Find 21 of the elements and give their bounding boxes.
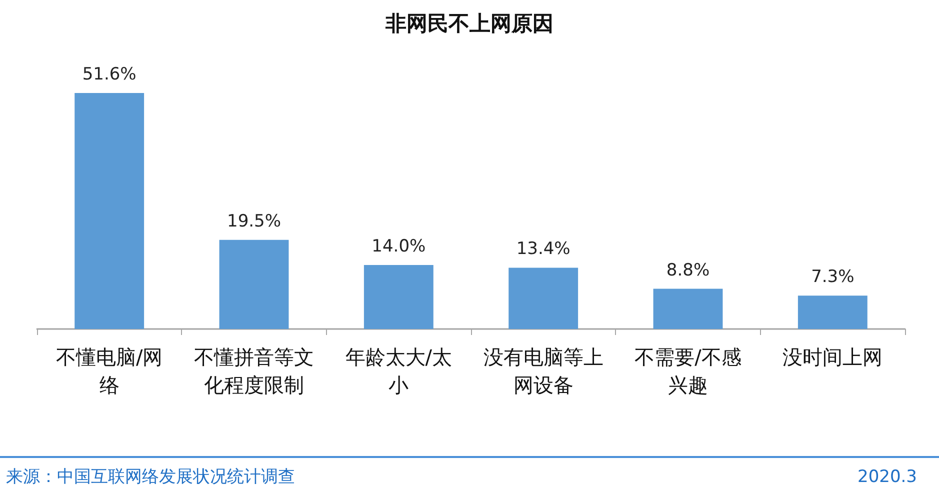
data-label: 7.3% <box>811 267 854 288</box>
bar <box>74 93 144 329</box>
bar <box>798 296 868 329</box>
bar <box>219 240 289 329</box>
source-note: 来源：中国互联网络发展状况统计调查 <box>6 466 295 488</box>
bar <box>364 264 434 329</box>
data-label: 19.5% <box>226 211 282 232</box>
x-tick-label: 不懂电脑/网络 <box>56 345 163 397</box>
text: 2020.3 <box>858 466 917 488</box>
x-tick-label: 不需要/不感兴趣 <box>634 345 742 397</box>
bar <box>653 288 723 329</box>
chart-title: 非网民不上网原因 <box>384 12 554 36</box>
x-tick-label: 没时间上网 <box>782 345 883 369</box>
data-label: 51.6% <box>82 64 136 84</box>
data-label: 14.0% <box>372 236 426 256</box>
x-tick-label: 年龄太大/太小 <box>345 345 452 397</box>
data-label: 13.4% <box>516 239 570 260</box>
bar <box>508 268 578 329</box>
x-tick-label: 不懂拼音等文化程度限制 <box>194 345 314 397</box>
x-tick-label: 没有电脑等上网设备 <box>483 345 604 397</box>
data-label: 8.8% <box>666 260 710 280</box>
